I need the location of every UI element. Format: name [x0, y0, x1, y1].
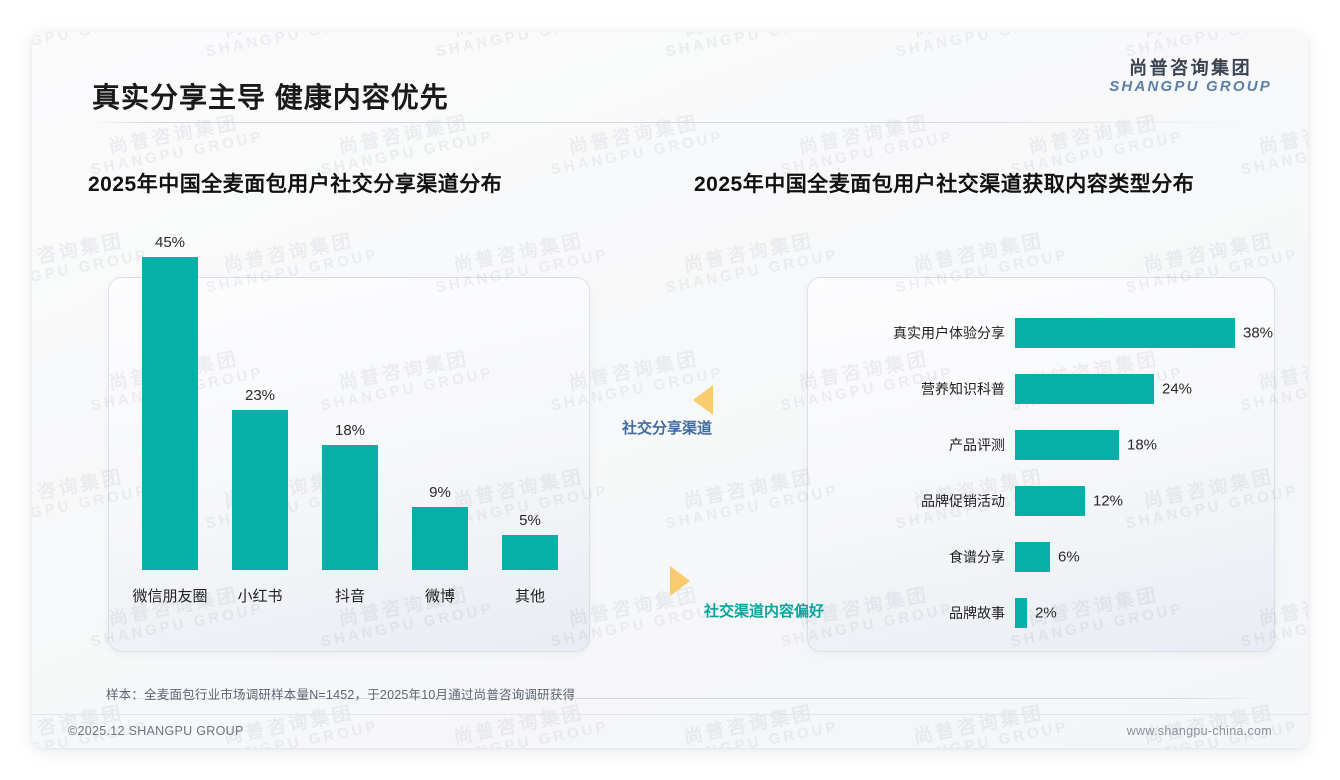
- annotation-right-label: 社交渠道内容偏好: [704, 603, 825, 620]
- bar-category-label: 营养知识科普: [921, 381, 1005, 397]
- note-divider: [88, 698, 1270, 699]
- bar-value-label: 9%: [429, 484, 451, 501]
- bar-category-label: 真实用户体验分享: [893, 325, 1005, 341]
- bar-group: 45% 微信朋友圈: [132, 222, 207, 622]
- horizontal-bar: [1015, 598, 1027, 628]
- content-type-bar-chart: 真实用户体验分享 38% 营养知识科普 24% 产品评测 18% 品牌促销活动 12% 食谱分享…: [807, 277, 1273, 650]
- bar-value-label: 5%: [519, 512, 541, 529]
- vertical-bar: [322, 445, 378, 570]
- vertical-bar: [502, 535, 558, 570]
- horizontal-bar: [1015, 486, 1085, 516]
- bar-value-label: 38%: [1243, 324, 1274, 342]
- triangle-left-icon: [693, 385, 713, 415]
- right-chart-title: 2025年中国全麦面包用户社交渠道获取内容类型分布: [694, 173, 1195, 196]
- annotation-content-preference: 社交渠道内容偏好: [670, 566, 825, 621]
- bar-row: 品牌促销活动 12%: [807, 483, 1273, 519]
- social-share-channel-bar-chart: 45% 微信朋友圈 23% 小红书 18% 抖音 9% 微博 5% 其他: [108, 222, 588, 622]
- slide-header: 真实分享主导 健康内容优先 尚普咨询集团 SHANGPU GROUP: [32, 32, 1308, 122]
- bar-value-label: 23%: [244, 387, 276, 404]
- annotation-left-label: 社交分享渠道: [622, 420, 713, 437]
- bar-category-label: 品牌促销活动: [921, 493, 1005, 509]
- brand-logo: 尚普咨询集团 SHANGPU GROUP: [1109, 58, 1272, 96]
- bar-value-label: 18%: [334, 422, 366, 439]
- header-divider: [88, 122, 1270, 123]
- triangle-right-icon: [670, 566, 690, 596]
- horizontal-bar: [1015, 374, 1154, 404]
- bar-row: 真实用户体验分享 38%: [807, 315, 1273, 351]
- vertical-bar: [142, 257, 198, 570]
- footer-divider: [32, 714, 1308, 715]
- vertical-bar: [232, 410, 288, 570]
- bar-category-label: 抖音: [334, 588, 365, 605]
- bar-category-label: 微信朋友圈: [132, 588, 208, 605]
- bar-value-label: 2%: [1035, 604, 1057, 622]
- bar-value-label: 45%: [154, 234, 186, 251]
- bar-group: 9% 微博: [404, 222, 476, 622]
- bar-category-label: 食谱分享: [949, 549, 1005, 565]
- annotation-social-share-channel: 社交分享渠道: [622, 385, 713, 438]
- bar-row: 食谱分享 6%: [807, 539, 1273, 575]
- bar-group: 23% 小红书: [224, 222, 296, 622]
- bar-category-label: 产品评测: [949, 437, 1005, 453]
- bar-row: 产品评测 18%: [807, 427, 1273, 463]
- left-chart-title: 2025年中国全麦面包用户社交分享渠道分布: [88, 173, 503, 196]
- copyright-text: ©2025.12 SHANGPU GROUP: [68, 724, 244, 738]
- bar-row: 品牌故事 2%: [807, 595, 1273, 631]
- logo-chinese-text: 尚普咨询集团: [1129, 58, 1253, 78]
- bar-group: 5% 其他: [494, 222, 566, 622]
- logo-english-text: SHANGPU GROUP: [1109, 78, 1272, 96]
- bar-value-label: 24%: [1162, 380, 1193, 398]
- bar-category-label: 其他: [514, 588, 545, 605]
- bar-category-label: 品牌故事: [949, 605, 1005, 621]
- bar-value-label: 12%: [1093, 492, 1124, 510]
- website-url: www.shangpu-china.com: [1126, 724, 1272, 738]
- horizontal-bar: [1015, 318, 1235, 348]
- bar-row: 营养知识科普 24%: [807, 371, 1273, 407]
- bar-value-label: 18%: [1127, 436, 1158, 454]
- horizontal-bar: [1015, 542, 1050, 572]
- bar-category-label: 微博: [424, 588, 455, 605]
- sample-note: 样本：全麦面包行业市场调研样本量N=1452，于2025年10月通过尚普咨询调研…: [106, 688, 576, 702]
- bar-category-label: 小红书: [237, 588, 283, 605]
- bar-group: 18% 抖音: [314, 222, 386, 622]
- horizontal-bar: [1015, 430, 1119, 460]
- bar-value-label: 6%: [1058, 548, 1080, 566]
- vertical-bar: [412, 507, 468, 570]
- page-title: 真实分享主导 健康内容优先: [92, 82, 449, 113]
